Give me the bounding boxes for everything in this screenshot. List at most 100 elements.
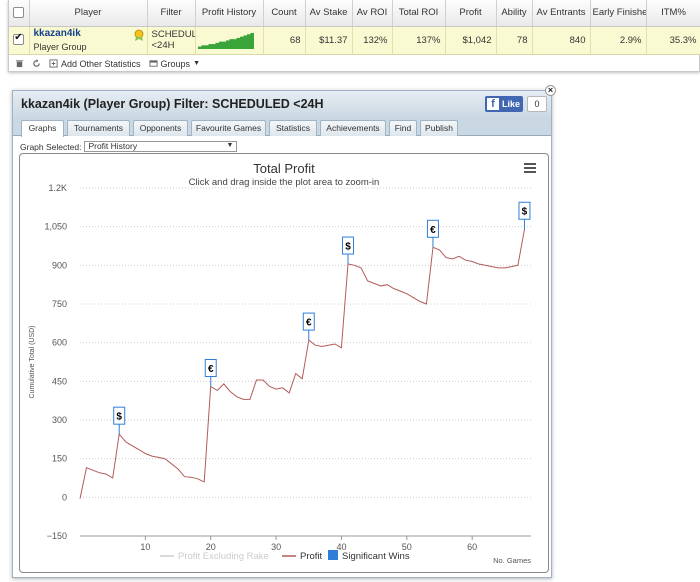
x-tick-label: 50	[402, 542, 412, 552]
facebook-icon: f	[487, 98, 499, 110]
groups-label: Groups	[160, 58, 191, 69]
groups-dropdown[interactable]: Groups ▼	[148, 58, 200, 69]
col-profit-history[interactable]: Profit History	[195, 0, 264, 27]
legend-item-profit-excluding-rake[interactable]: Profit Excluding Rake	[160, 551, 269, 562]
graph-selector-row: Graph Selected: Profit History ▼	[20, 141, 238, 152]
chart-menu-icon[interactable]	[524, 163, 536, 173]
graph-select-dropdown[interactable]: Profit History ▼	[84, 141, 238, 152]
legend-item-significant-wins[interactable]: Significant Wins	[328, 550, 410, 562]
y-tick-label: 0	[62, 492, 67, 502]
col-av-entrants[interactable]: Av Entrants	[532, 0, 591, 27]
refresh-icon[interactable]	[32, 59, 41, 68]
panel-header: kkazan4ik (Player Group) Filter: SCHEDUL…	[13, 85, 556, 118]
select-all-header[interactable]	[9, 0, 30, 27]
significant-win-flag[interactable]: €	[302, 312, 315, 341]
y-tick-label: 600	[52, 338, 67, 348]
av-roi-cell: 132%	[352, 26, 393, 55]
add-stats-icon	[49, 59, 58, 68]
profit-cell: $1,042	[445, 26, 497, 55]
flag-label: $	[116, 412, 122, 423]
itm-cell: 35.3%	[646, 26, 700, 55]
tab-achievements[interactable]: Achievements	[320, 120, 386, 136]
panel-tabs: Graphs Tournaments Opponents Favourite G…	[13, 118, 551, 137]
sparkline-bar	[225, 40, 230, 49]
sparkline-bar	[215, 42, 219, 49]
flag-label: €	[430, 225, 436, 236]
flag-label: $	[522, 207, 528, 218]
significant-win-flag[interactable]: $	[341, 236, 354, 265]
col-early-finishes[interactable]: Early Finishes	[590, 0, 647, 27]
significant-win-flag[interactable]: $	[113, 406, 126, 435]
chart-container[interactable]: Total Profit Click and drag inside the pl…	[19, 153, 549, 573]
tab-statistics[interactable]: Statistics	[269, 120, 317, 136]
player-cell[interactable]: kkazan4ik Player Group	[29, 26, 148, 55]
profit-sparkline	[197, 33, 254, 49]
row-checkbox[interactable]	[13, 32, 25, 46]
sparkline-bar	[218, 41, 223, 49]
col-player[interactable]: Player	[29, 0, 148, 27]
significant-win-flag[interactable]: €	[204, 358, 217, 387]
legend-item-profit[interactable]: Profit	[282, 551, 323, 562]
groups-icon	[148, 60, 158, 67]
significant-win-flag[interactable]: €	[426, 219, 439, 248]
sparkline-bar	[232, 39, 237, 49]
chart-subtitle: Click and drag inside the plot area to z…	[189, 177, 380, 188]
col-profit[interactable]: Profit	[445, 0, 497, 27]
profit-series-line[interactable]	[79, 229, 525, 499]
player-name-link[interactable]: kkazan4ik	[33, 28, 81, 39]
select-all-checkbox[interactable]	[13, 7, 25, 19]
stats-table: Player Filter Profit History Count Av St…	[9, 0, 700, 55]
facebook-like-count: 0	[527, 96, 547, 112]
legend-label: Significant Wins	[342, 551, 410, 562]
trash-icon[interactable]	[15, 59, 24, 68]
legend-label: Profit Excluding Rake	[178, 551, 269, 562]
col-av-roi[interactable]: Av ROI	[352, 0, 393, 27]
tab-publish[interactable]: Publish	[420, 120, 458, 136]
flag-label: €	[208, 364, 214, 375]
add-other-statistics-button[interactable]: Add Other Statistics	[49, 59, 141, 69]
col-filter[interactable]: Filter	[147, 0, 196, 27]
early-finishes-cell: 2.9%	[590, 26, 647, 55]
player-group-label: Player Group	[33, 42, 87, 52]
award-icon	[134, 29, 143, 41]
facebook-like-label: Like	[502, 99, 521, 109]
table-row[interactable]: kkazan4ik Player Group SCHEDULE <24H 68 …	[9, 26, 700, 55]
x-tick-label: 10	[140, 542, 150, 552]
col-count[interactable]: Count	[263, 0, 306, 27]
facebook-like-button[interactable]: f Like	[485, 96, 523, 112]
row-select-cell[interactable]	[9, 26, 30, 55]
graph-select-value: Profit History	[88, 141, 138, 151]
y-tick-label: −150	[47, 531, 67, 541]
menu-bar	[524, 163, 536, 165]
y-tick-label: 450	[52, 376, 67, 386]
filter-line-2: <24H	[151, 40, 175, 51]
tab-tournaments[interactable]: Tournaments	[67, 120, 130, 136]
filter-cell: SCHEDULE <24H	[147, 26, 196, 55]
tab-graphs[interactable]: Graphs	[21, 120, 64, 137]
chart-title: Total Profit	[253, 161, 315, 176]
flag-box	[426, 219, 439, 238]
x-tick-label: 30	[271, 542, 281, 552]
y-tick-label: 750	[52, 299, 67, 309]
x-tick-label: 40	[336, 542, 346, 552]
col-ability[interactable]: Ability	[496, 0, 533, 27]
player-panel: kkazan4ik (Player Group) Filter: SCHEDUL…	[12, 85, 556, 578]
col-itm[interactable]: ITM%	[646, 0, 700, 27]
chevron-down-icon: ▼	[193, 60, 200, 67]
close-icon[interactable]: ×	[545, 85, 556, 96]
sparkline-bar	[208, 44, 212, 49]
col-av-stake[interactable]: Av Stake	[305, 0, 353, 27]
chevron-down-icon: ▼	[226, 142, 234, 149]
results-grid: Player Filter Profit History Count Av St…	[8, 0, 700, 72]
tab-opponents[interactable]: Opponents	[133, 120, 188, 136]
tab-favourite-games[interactable]: Favourite Games	[191, 120, 266, 136]
sparkline-bar	[250, 33, 254, 49]
header-row: Player Filter Profit History Count Av St…	[9, 0, 700, 27]
col-total-roi[interactable]: Total ROI	[392, 0, 446, 27]
tab-find[interactable]: Find	[389, 120, 417, 136]
significant-win-flag[interactable]: $	[518, 201, 531, 230]
sparkline-bar	[211, 44, 216, 49]
grid-toolbar: Add Other Statistics Groups ▼	[9, 55, 699, 73]
legend-swatch	[328, 550, 338, 560]
